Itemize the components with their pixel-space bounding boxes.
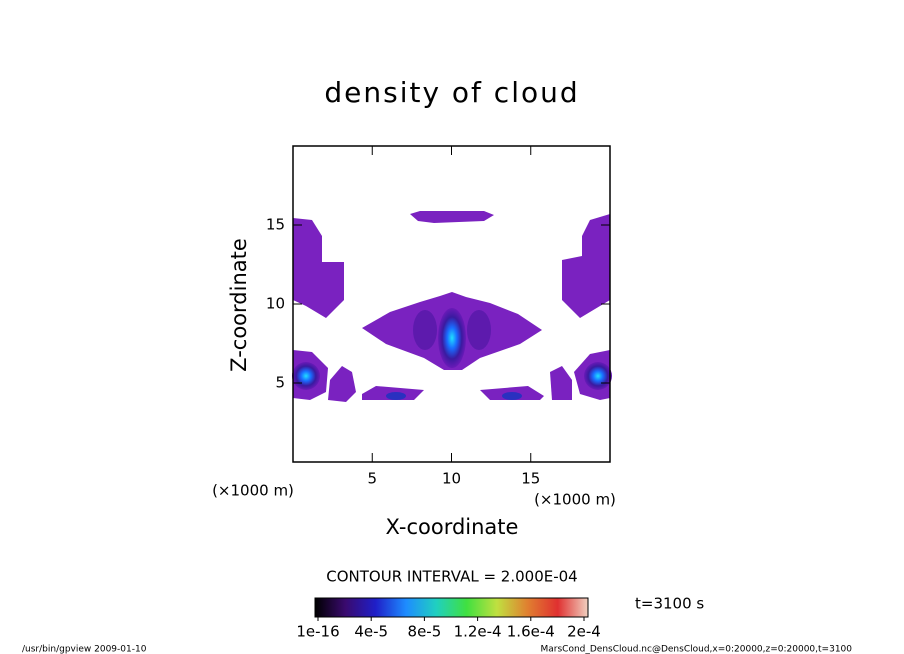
- footer-left: /usr/bin/gpview 2009-01-10: [22, 645, 147, 654]
- colorbar-tick-label: 8e-5: [408, 623, 442, 641]
- colorbar-tick-label: 2e-4: [567, 623, 601, 641]
- x-unit: (×1000 m): [212, 482, 294, 500]
- x-tick-label: 15: [521, 470, 540, 488]
- y-unit: (×1000 m): [534, 491, 616, 509]
- x-axis-label: X-coordinate: [386, 515, 519, 539]
- x-tick-label: 5: [367, 470, 377, 488]
- x-tick-label: 10: [442, 470, 461, 488]
- colorbar-tick-label: 1.2e-4: [454, 623, 502, 641]
- time-label: t=3100 s: [635, 595, 704, 613]
- y-tick-label: 15: [266, 216, 285, 234]
- chart-title: density of cloud: [324, 76, 579, 109]
- colorbar-tick-label: 1e-16: [296, 623, 339, 641]
- colorbar: [314, 597, 589, 618]
- y-tick-label: 5: [275, 374, 285, 392]
- cloud-field: [292, 211, 612, 402]
- y-axis-label: Z-coordinate: [227, 238, 251, 372]
- y-tick-label: 10: [266, 295, 285, 313]
- footer-right: MarsCond_DensCloud.nc@DensCloud,x=0:2000…: [541, 645, 853, 654]
- contour-interval: CONTOUR INTERVAL = 2.000E-04: [326, 568, 577, 586]
- colorbar-tick-label: 1.6e-4: [507, 623, 555, 641]
- colorbar-tick-label: 4e-5: [354, 623, 388, 641]
